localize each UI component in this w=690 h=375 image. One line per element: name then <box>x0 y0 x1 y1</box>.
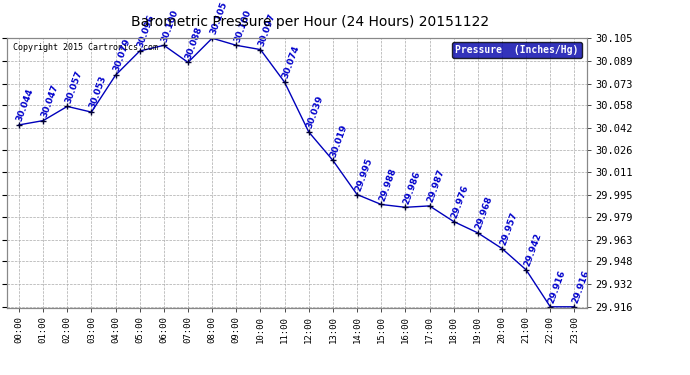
Text: 30.105: 30.105 <box>208 1 228 36</box>
Text: Copyright 2015 Cartronics.com: Copyright 2015 Cartronics.com <box>12 43 158 52</box>
Text: 30.100: 30.100 <box>233 8 253 43</box>
Text: 29.916: 29.916 <box>571 269 591 305</box>
Text: 30.096: 30.096 <box>136 13 156 49</box>
Text: 30.088: 30.088 <box>184 25 204 60</box>
Text: 29.968: 29.968 <box>474 195 495 231</box>
Text: 29.995: 29.995 <box>353 156 374 192</box>
Text: 30.057: 30.057 <box>63 69 83 104</box>
Text: 30.079: 30.079 <box>112 38 132 73</box>
Text: 30.100: 30.100 <box>160 8 180 43</box>
Text: 30.097: 30.097 <box>257 12 277 48</box>
Text: 29.986: 29.986 <box>402 170 422 205</box>
Text: 30.044: 30.044 <box>15 87 35 123</box>
Text: 30.074: 30.074 <box>281 45 301 80</box>
Text: 29.976: 29.976 <box>450 183 471 219</box>
Text: 29.957: 29.957 <box>498 210 519 246</box>
Legend: Pressure  (Inches/Hg): Pressure (Inches/Hg) <box>453 42 582 58</box>
Text: 29.942: 29.942 <box>522 232 543 268</box>
Text: 29.916: 29.916 <box>546 269 567 305</box>
Text: 29.988: 29.988 <box>377 166 398 202</box>
Text: 30.019: 30.019 <box>329 123 349 158</box>
Text: Barometric Pressure per Hour (24 Hours) 20151122: Barometric Pressure per Hour (24 Hours) … <box>131 15 490 29</box>
Text: 30.047: 30.047 <box>39 83 59 118</box>
Text: 30.053: 30.053 <box>88 75 108 110</box>
Text: 30.039: 30.039 <box>305 94 325 130</box>
Text: 29.987: 29.987 <box>426 168 446 204</box>
